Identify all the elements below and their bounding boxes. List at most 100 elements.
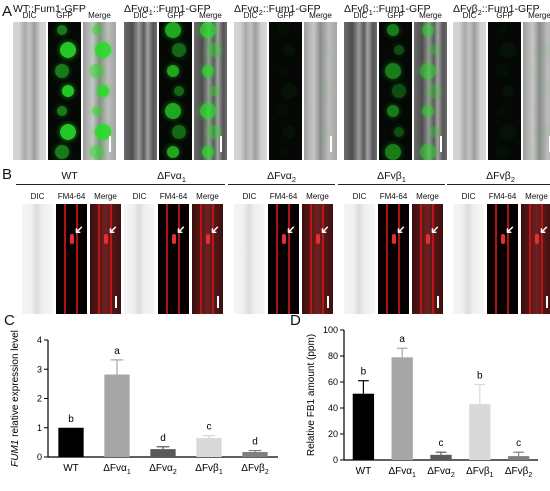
spitzenkorper-stain xyxy=(501,234,505,244)
gfp-puncta xyxy=(311,104,325,118)
bar xyxy=(242,452,267,457)
spitzenkorper-stain xyxy=(172,234,176,244)
fm4-64-image: ➜ xyxy=(487,204,518,314)
panel-a-col-label: DIC xyxy=(234,11,267,20)
panel-a-col-label: GFP xyxy=(159,11,192,20)
y-tick-label: 40 xyxy=(328,403,338,413)
membrane-stain xyxy=(310,204,312,314)
gfp-puncta xyxy=(313,147,323,157)
gfp-puncta xyxy=(495,64,509,78)
panel-a-col-label: Merge xyxy=(304,11,337,20)
gfp-puncta xyxy=(200,103,216,119)
gfp-puncta xyxy=(165,103,181,119)
spitzenkorper-stain xyxy=(206,234,210,244)
x-tick-label: ΔFvα2 xyxy=(149,463,177,476)
gfp-puncta xyxy=(278,66,288,76)
significance-letter: c xyxy=(207,422,212,433)
gfp-puncta xyxy=(429,45,439,55)
panel-a-col-label: GFP xyxy=(48,11,81,20)
gfp-puncta xyxy=(207,43,221,57)
y-tick-label: 3 xyxy=(37,364,42,374)
gfp-puncta xyxy=(55,145,69,159)
panel-b-col-label: FM4-64 xyxy=(268,192,299,201)
dic-image xyxy=(234,22,267,160)
gfp-puncta xyxy=(394,45,404,55)
scale-bar xyxy=(546,296,548,308)
gfp-puncta xyxy=(422,24,434,36)
gfp-puncta xyxy=(532,106,542,116)
dic-image xyxy=(124,204,155,314)
panel-a-col-label: Merge xyxy=(83,11,116,20)
gfp-puncta xyxy=(316,83,332,99)
dic-image xyxy=(234,204,265,314)
panel-a-col-label: Merge xyxy=(194,11,227,20)
gfp-puncta xyxy=(62,85,74,97)
scale-bar xyxy=(220,136,222,152)
gfp-puncta xyxy=(209,86,219,96)
gfp-puncta xyxy=(429,127,439,137)
spitzenkorper-stain xyxy=(104,234,108,244)
gfp-puncta xyxy=(313,66,323,76)
gfp-puncta xyxy=(97,85,109,97)
significance-letter: d xyxy=(252,437,258,448)
x-tick-label: WT xyxy=(63,463,79,474)
spitzenkorper-stain xyxy=(316,234,320,244)
merge-image xyxy=(304,22,337,160)
panel-b-underline xyxy=(447,184,550,185)
gfp-image xyxy=(48,22,81,160)
membrane-stain xyxy=(420,204,422,314)
gfp-puncta xyxy=(497,106,507,116)
gfp-puncta xyxy=(276,104,290,118)
panel-a-col-label: DIC xyxy=(124,11,157,20)
gfp-puncta xyxy=(500,42,516,58)
y-tick-label: 0 xyxy=(37,452,42,462)
significance-letter: d xyxy=(160,433,166,444)
merge-image: ➜ xyxy=(521,204,550,314)
gfp-puncta xyxy=(394,127,404,137)
significance-letter: a xyxy=(114,346,120,357)
gfp-puncta xyxy=(165,22,181,38)
panel-b-underline xyxy=(16,184,123,185)
panel-b-col-label: Merge xyxy=(90,192,121,201)
gfp-puncta xyxy=(392,84,406,98)
panel-b-col-label: Merge xyxy=(192,192,223,201)
gfp-puncta xyxy=(57,25,67,35)
panel-b-col-label: Merge xyxy=(412,192,443,201)
panel-b-group-title: WT xyxy=(16,170,123,182)
gfp-puncta xyxy=(318,126,330,138)
gfp-puncta xyxy=(167,65,179,77)
gfp-puncta xyxy=(535,42,550,58)
gfp-puncta xyxy=(92,25,102,35)
gfp-puncta xyxy=(90,64,104,78)
panel-a-col-label: GFP xyxy=(269,11,302,20)
gfp-puncta xyxy=(95,42,111,58)
membrane-stain xyxy=(98,204,100,314)
gfp-image xyxy=(488,22,521,160)
gfp-puncta xyxy=(172,125,186,139)
fm4-64-image: ➜ xyxy=(158,204,189,314)
gfp-puncta xyxy=(427,84,441,98)
panel-b-col-label: Merge xyxy=(302,192,333,201)
gfp-puncta xyxy=(174,86,184,96)
gfp-puncta xyxy=(167,146,179,158)
dic-image xyxy=(453,22,486,160)
panel-b-col-label: FM4-64 xyxy=(158,192,189,201)
y-tick-label: 100 xyxy=(323,325,338,335)
y-axis-label: Relative FB1 amount (ppm) xyxy=(306,334,317,456)
gfp-puncta xyxy=(283,44,295,56)
panel-b-underline xyxy=(338,184,445,185)
bar xyxy=(353,394,374,460)
merge-image: ➜ xyxy=(192,204,223,314)
significance-letter: c xyxy=(516,438,521,449)
spitzenkorper-stain xyxy=(426,234,430,244)
y-tick-label: 60 xyxy=(328,377,338,387)
merge-image: ➜ xyxy=(90,204,121,314)
significance-letter: a xyxy=(399,334,405,345)
bar xyxy=(104,375,129,457)
dic-image xyxy=(344,204,375,314)
gfp-puncta xyxy=(200,22,216,38)
panel-b-col-label: DIC xyxy=(453,192,484,201)
bar xyxy=(508,456,529,460)
scale-bar xyxy=(115,296,117,308)
